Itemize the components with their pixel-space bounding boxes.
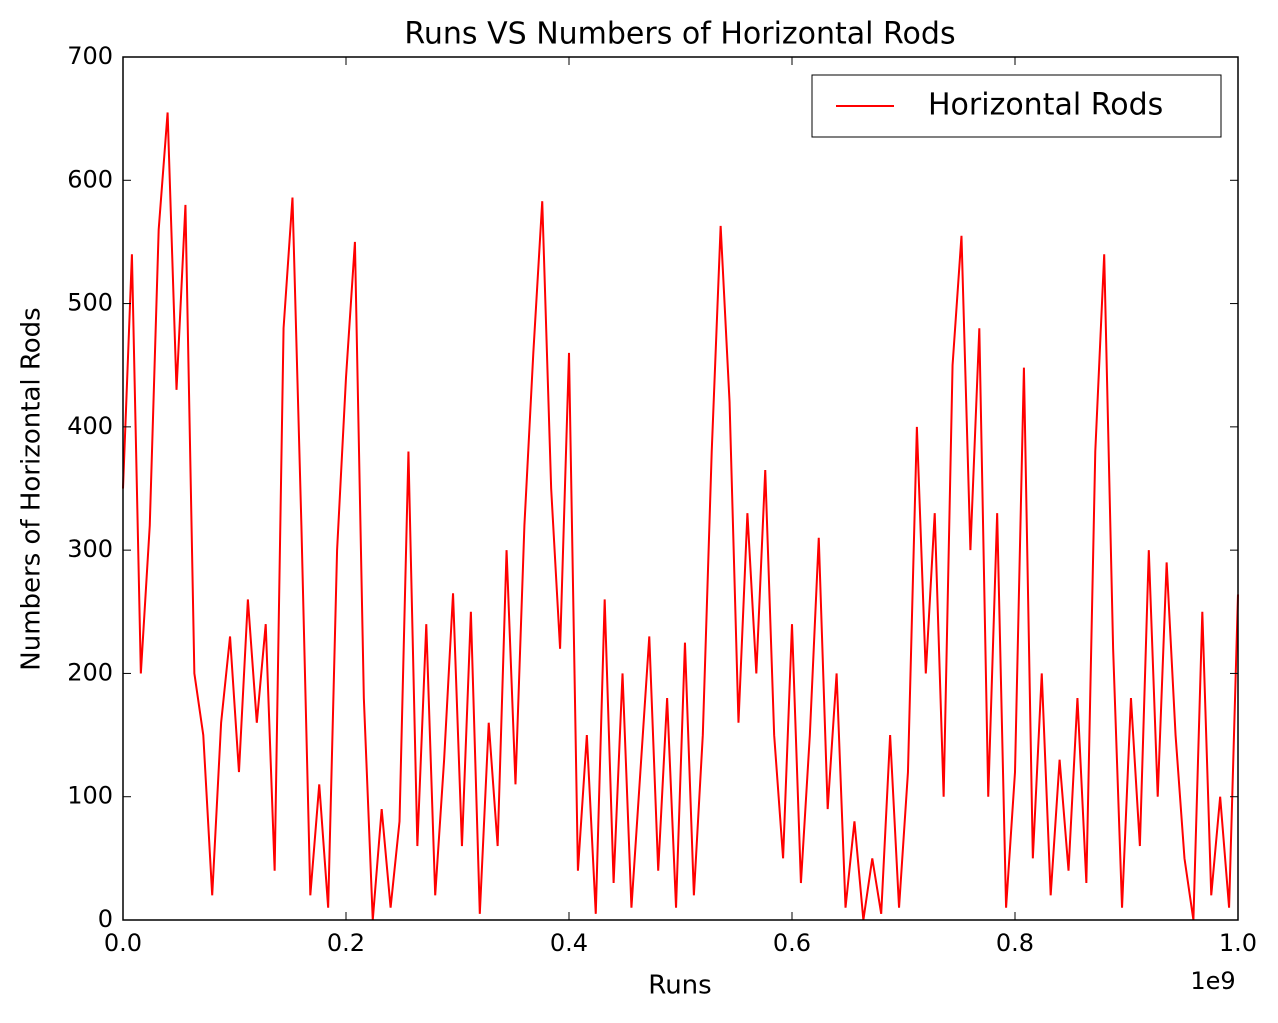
y-axis-label: Numbers of Horizontal Rods: [17, 307, 47, 670]
x-tick-label: 0.8: [996, 929, 1034, 957]
x-tick-label: 0.2: [327, 929, 365, 957]
y-tick-label: 400: [67, 412, 113, 440]
y-tick-label: 100: [67, 782, 113, 810]
x-tick-label: 1.0: [1219, 929, 1257, 957]
data-line: [122, 112, 1239, 921]
y-tick-label: 0: [98, 905, 113, 933]
x-tick-label: 0.6: [773, 929, 811, 957]
y-tick-label: 700: [67, 42, 113, 70]
y-tick-label: 200: [67, 658, 113, 686]
chart-title: Runs VS Numbers of Horizontal Rods: [404, 17, 955, 52]
x-tick-label: 0.0: [104, 929, 142, 957]
x-axis-label: Runs: [648, 971, 711, 1001]
y-tick-label: 600: [67, 165, 113, 193]
x-offset-label: 1e9: [1190, 967, 1235, 995]
y-tick-label: 300: [67, 535, 113, 563]
legend-label: Horizontal Rods: [928, 88, 1163, 123]
plot-frame: [122, 56, 1239, 921]
y-tick-label: 500: [67, 289, 113, 317]
x-tick-label: 0.4: [550, 929, 588, 957]
